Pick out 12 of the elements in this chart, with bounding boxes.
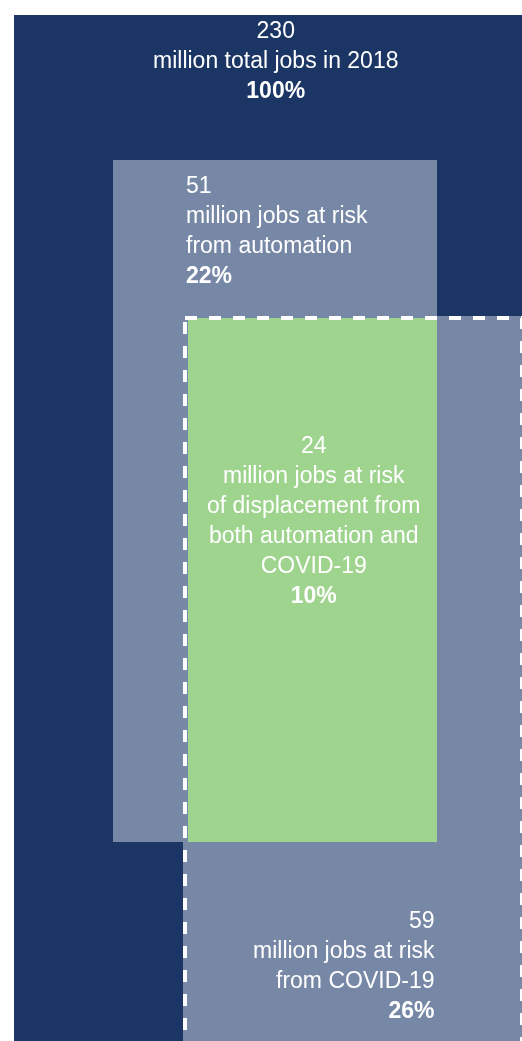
text: 10%: [290, 581, 337, 608]
text: 100%: [246, 76, 306, 103]
data-label: 51: [186, 172, 212, 198]
category-label: million jobs at risk of displacement from both automation and COVID-19: [207, 461, 421, 578]
data-label: 24: [300, 432, 327, 458]
text: 22%: [186, 261, 233, 288]
data-label: 59: [408, 907, 435, 933]
data-label: 230: [256, 17, 295, 43]
text: 26%: [388, 996, 435, 1023]
category-label: million jobs at risk from COVID-19: [253, 936, 435, 993]
category-label: million total jobs in 2018: [153, 46, 399, 73]
category-label: million jobs at risk from automation: [186, 201, 368, 258]
